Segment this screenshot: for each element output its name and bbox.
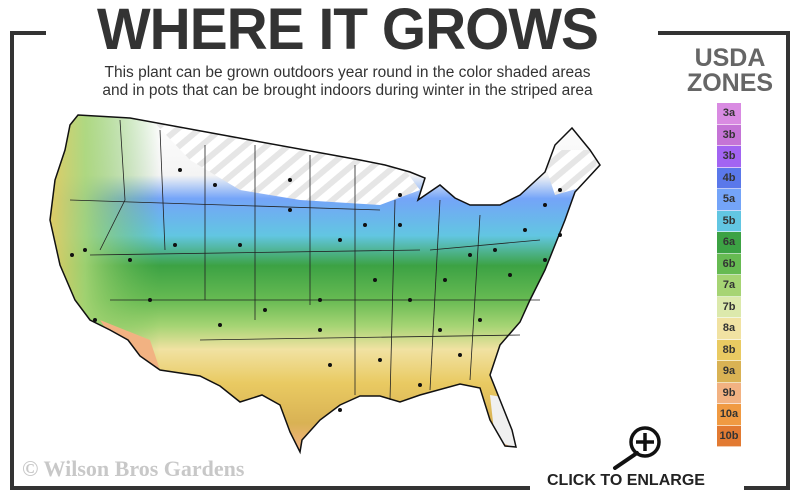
legend-zone-4b: 4b — [717, 167, 741, 189]
city-marker — [238, 243, 242, 247]
city-marker — [558, 233, 562, 237]
city-marker — [83, 248, 87, 252]
legend-zone-6b: 6b — [717, 253, 741, 275]
subtitle: This plant can be grown outdoors year ro… — [50, 64, 645, 100]
legend-title: USDA ZONES — [680, 46, 780, 96]
city-marker — [93, 318, 97, 322]
city-marker — [173, 243, 177, 247]
city-marker — [543, 203, 547, 207]
city-marker — [70, 253, 74, 257]
legend-title-line-2: ZONES — [686, 69, 774, 97]
city-marker — [213, 183, 217, 187]
city-markers — [70, 168, 562, 412]
frame-bottom-left — [10, 486, 530, 490]
city-marker — [178, 168, 182, 172]
city-marker — [338, 238, 342, 242]
legend-zone-6a: 6a — [717, 232, 741, 254]
zone-shading — [50, 115, 600, 452]
legend-zone-8b: 8b — [717, 339, 741, 361]
city-marker — [493, 248, 497, 252]
city-marker — [523, 228, 527, 232]
city-marker — [288, 208, 292, 212]
city-marker — [328, 363, 332, 367]
legend-zone-3a: 3a — [717, 103, 741, 125]
click-to-enlarge-button[interactable]: CLICK TO ENLARGE — [535, 420, 735, 495]
frame-top-left — [10, 31, 46, 35]
state-borders — [69, 119, 541, 401]
us-outline — [49, 114, 601, 455]
legend-zone-7b: 7b — [717, 296, 741, 318]
legend-zone-5a: 5a — [717, 189, 741, 211]
legend-zone-7a: 7a — [717, 275, 741, 297]
striped-area — [150, 118, 420, 205]
city-marker — [438, 328, 442, 332]
legend-zone-5b: 5b — [717, 210, 741, 232]
city-marker — [398, 193, 402, 197]
city-marker — [468, 253, 472, 257]
copyright-watermark: © Wilson Bros Gardens — [22, 456, 245, 481]
zoom-in-magnifier-icon[interactable] — [607, 422, 667, 470]
city-marker — [288, 178, 292, 182]
usda-zones-legend: 3a 3b 3b 4b 5a 5b 6a 6b 7a 7b 8a 8b 9a 9b 10a 10b — [717, 103, 741, 447]
city-marker — [338, 408, 342, 412]
legend-zone-3b: 3b — [717, 146, 741, 168]
city-marker — [318, 298, 322, 302]
city-marker — [373, 278, 377, 282]
city-marker — [543, 258, 547, 262]
city-marker — [408, 298, 412, 302]
legend-zone-9a: 9a — [717, 361, 741, 383]
legend-zone-10b: 10b — [717, 425, 741, 447]
frame-left — [10, 31, 14, 490]
frame-top-right — [658, 31, 790, 35]
city-marker — [458, 353, 462, 357]
city-marker — [443, 278, 447, 282]
city-marker — [263, 308, 267, 312]
legend-zone-10a: 10a — [717, 404, 741, 426]
subtitle-line-1: This plant can be grown outdoors year ro… — [104, 64, 591, 81]
city-marker — [478, 318, 482, 322]
city-marker — [363, 223, 367, 227]
city-marker — [318, 328, 322, 332]
city-marker — [378, 358, 382, 362]
city-marker — [398, 223, 402, 227]
city-marker — [558, 188, 562, 192]
city-marker — [218, 323, 222, 327]
page-title: WHERE IT GROWS — [97, 0, 599, 62]
subtitle-line-2: and in pots that can be brought indoors … — [102, 82, 593, 99]
legend-zone-3b: 3b — [717, 124, 741, 146]
click-to-enlarge-label[interactable]: CLICK TO ENLARGE — [547, 472, 705, 489]
city-marker — [128, 258, 132, 262]
city-marker — [418, 383, 422, 387]
legend-zone-9b: 9b — [717, 382, 741, 404]
city-marker — [508, 273, 512, 277]
frame-bottom-right — [744, 486, 790, 490]
city-marker — [148, 298, 152, 302]
frame-right — [786, 31, 790, 490]
legend-zone-8a: 8a — [717, 318, 741, 340]
legend-title-line-1: USDA — [694, 44, 766, 72]
